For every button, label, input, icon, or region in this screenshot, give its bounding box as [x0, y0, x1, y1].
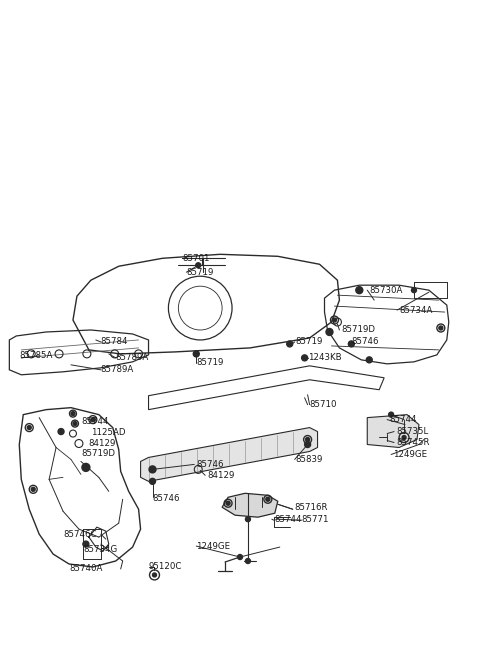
Circle shape	[411, 288, 417, 293]
Circle shape	[356, 287, 363, 293]
Circle shape	[71, 411, 75, 416]
Text: 85746: 85746	[196, 460, 224, 469]
Circle shape	[83, 541, 89, 547]
Circle shape	[305, 441, 311, 447]
Text: 1249GE: 1249GE	[196, 542, 230, 551]
Text: 1249GE: 1249GE	[393, 450, 427, 459]
Text: 85746: 85746	[351, 337, 379, 346]
Circle shape	[149, 466, 156, 473]
Circle shape	[266, 497, 270, 501]
Circle shape	[333, 318, 336, 322]
Circle shape	[301, 355, 308, 361]
Text: 84129: 84129	[88, 439, 115, 448]
Circle shape	[226, 501, 230, 505]
Polygon shape	[222, 493, 278, 517]
Circle shape	[439, 326, 443, 330]
Circle shape	[193, 351, 199, 357]
Circle shape	[196, 263, 201, 268]
Text: 85701: 85701	[182, 253, 210, 263]
Text: 85744: 85744	[275, 515, 302, 524]
Circle shape	[73, 422, 77, 426]
Text: 85785A: 85785A	[19, 351, 53, 360]
Text: 85784: 85784	[101, 337, 128, 346]
Text: 85716R: 85716R	[295, 503, 328, 512]
Text: 85744: 85744	[389, 415, 417, 424]
Circle shape	[91, 418, 95, 422]
Polygon shape	[141, 428, 318, 481]
Circle shape	[366, 357, 372, 363]
Text: 85719: 85719	[196, 358, 224, 367]
Circle shape	[402, 436, 406, 440]
Circle shape	[58, 428, 64, 434]
Text: 85744: 85744	[81, 417, 108, 426]
Circle shape	[150, 478, 156, 484]
Text: 85789A: 85789A	[116, 353, 149, 362]
Text: 85719D: 85719D	[341, 326, 375, 335]
Text: 85746: 85746	[153, 494, 180, 503]
Text: 85734A: 85734A	[399, 306, 432, 314]
Circle shape	[287, 341, 293, 347]
Text: 1243KB: 1243KB	[308, 353, 341, 362]
Text: 85719D: 85719D	[81, 449, 115, 458]
Circle shape	[153, 573, 156, 577]
Text: 85719: 85719	[296, 337, 323, 346]
Circle shape	[306, 438, 310, 441]
Circle shape	[326, 329, 333, 335]
Text: 84129: 84129	[207, 471, 235, 480]
Text: 85710: 85710	[310, 400, 337, 409]
Circle shape	[389, 412, 394, 417]
Text: 85735L: 85735L	[396, 427, 428, 436]
Text: 85719: 85719	[186, 268, 214, 276]
Text: 85730A: 85730A	[369, 286, 403, 295]
Circle shape	[245, 517, 251, 521]
Circle shape	[27, 426, 31, 430]
Text: 85746C: 85746C	[63, 530, 96, 538]
Circle shape	[194, 351, 199, 356]
Text: 85745R: 85745R	[396, 438, 430, 447]
Text: 85740A: 85740A	[69, 565, 102, 574]
Polygon shape	[367, 415, 419, 447]
Circle shape	[245, 559, 251, 563]
Text: 85771: 85771	[301, 515, 329, 524]
Circle shape	[82, 464, 90, 472]
Text: 85839: 85839	[296, 455, 323, 464]
Text: 1125AD: 1125AD	[91, 428, 125, 437]
Text: 95120C: 95120C	[148, 563, 182, 571]
Circle shape	[31, 487, 35, 491]
Text: 85734G: 85734G	[83, 544, 117, 553]
Circle shape	[348, 341, 354, 347]
Circle shape	[238, 555, 242, 559]
Text: 85789A: 85789A	[101, 365, 134, 374]
